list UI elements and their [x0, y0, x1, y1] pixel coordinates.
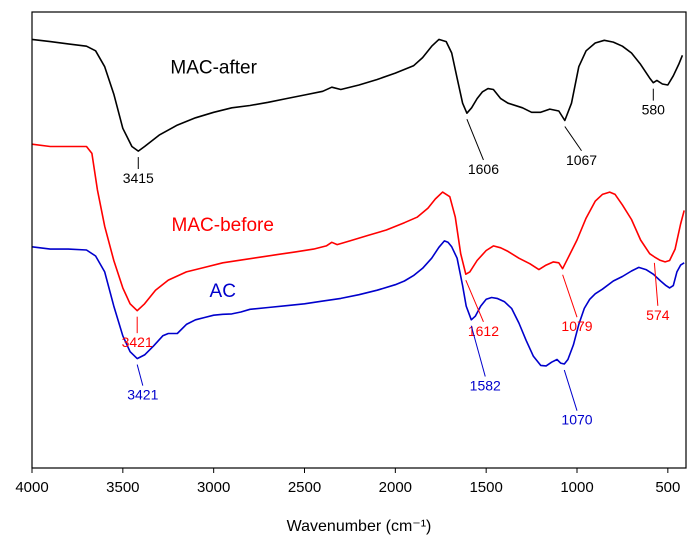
peak-label: 1070	[561, 412, 592, 428]
plot-frame	[31, 11, 687, 469]
peak-label: 1079	[561, 318, 592, 334]
peak-leader-line	[470, 325, 486, 377]
x-tick-label: 1500	[469, 479, 502, 496]
peak-label: 3415	[123, 170, 154, 186]
series-label: MAC-before	[172, 215, 274, 236]
peak-label: 1606	[468, 161, 499, 177]
x-axis: 4000 3500 3000 2500 2000 1500 1000 500	[15, 468, 680, 496]
x-tick-label: 3500	[106, 479, 139, 496]
peak-label: 1612	[468, 323, 499, 339]
x-tick-label: 2000	[379, 479, 412, 496]
x-axis-title: Wavenumber (cm⁻¹)	[287, 518, 432, 535]
series-line-mac-before	[31, 143, 685, 312]
peak-label: 1582	[470, 377, 501, 393]
series-label: MAC-after	[170, 58, 257, 79]
peak-label: 580	[642, 102, 666, 118]
x-tick-label: 3000	[197, 479, 230, 496]
series-line-ac	[31, 240, 685, 367]
x-tick-label: 4000	[15, 479, 48, 496]
peak-label: 574	[646, 307, 670, 323]
peak-leader-line	[653, 262, 659, 306]
peak-annotations: 3415 1606 1067 580 1612 1079 574 3421 1582 1070 34…	[122, 88, 670, 428]
peak-leader-line	[465, 280, 484, 322]
peak-label: 1067	[566, 152, 597, 168]
x-tick-label: 1000	[560, 479, 593, 496]
peak-leader-line	[562, 274, 578, 318]
peak-leader-line	[466, 119, 484, 161]
peak-label: 3421	[127, 387, 158, 403]
plot-area	[31, 38, 685, 367]
series-labels: MAC-after MAC-before AC	[170, 58, 274, 302]
series-label: AC	[210, 281, 236, 302]
series-line-mac-after	[31, 38, 684, 152]
x-tick-label: 2500	[288, 479, 321, 496]
peak-leader-line	[136, 364, 144, 386]
peak-leader-line	[563, 369, 578, 411]
peak-leader-line	[564, 126, 582, 152]
x-tick-label: 500	[655, 479, 680, 496]
peak-label: 3421	[122, 334, 153, 350]
